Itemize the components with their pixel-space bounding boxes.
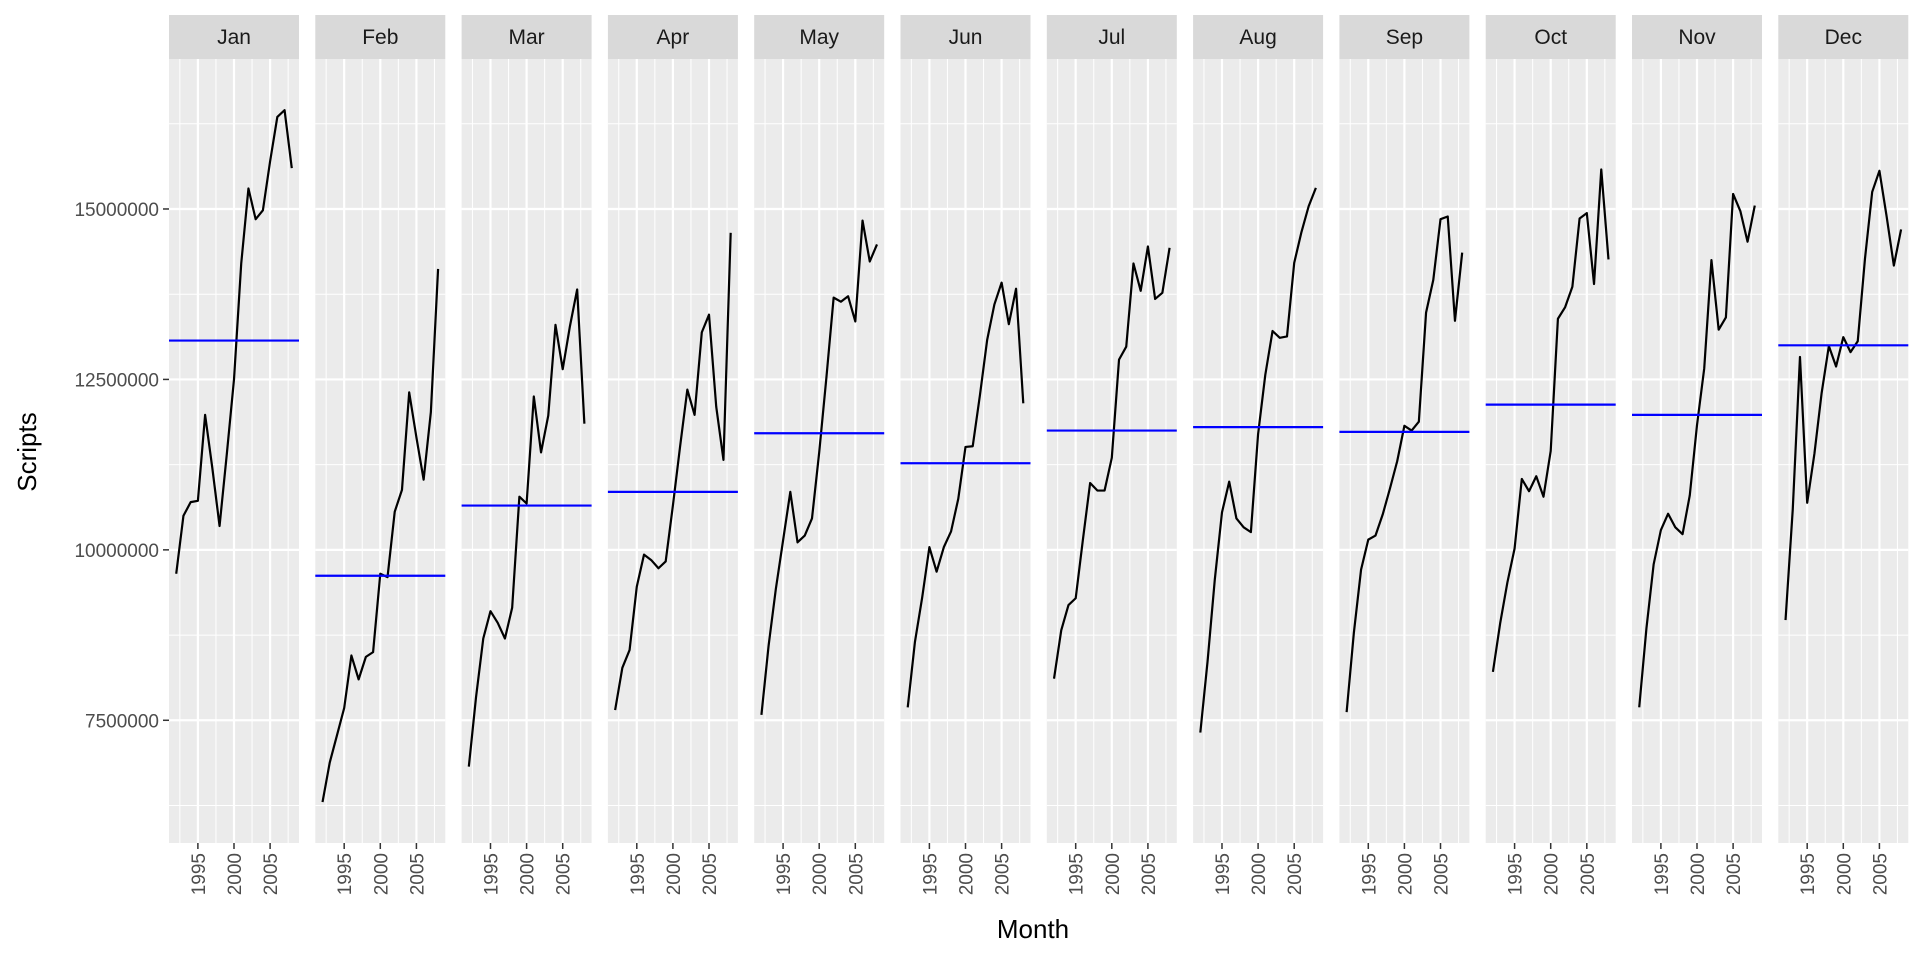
x-tick-label: 2000 — [664, 853, 685, 895]
y-tick-label: 15000000 — [74, 200, 159, 221]
strip-label: Dec — [1825, 26, 1862, 49]
series-line-mar — [467, 288, 586, 767]
y-axis: 7500000 10000000 12500000 15000000 — [74, 200, 169, 732]
y-tick-label: 12500000 — [74, 370, 159, 391]
strip-background — [1339, 15, 1470, 59]
x-tick-label: 2000 — [371, 853, 392, 895]
x-tick-label: 2000 — [225, 853, 246, 895]
strip-background — [1485, 15, 1616, 59]
strip-label: Apr — [657, 26, 690, 49]
strip-label: Nov — [1678, 26, 1716, 49]
facet-panel-sep: Sep 1995 2000 2005 — [1339, 15, 1470, 895]
x-tick-label: 1995 — [628, 853, 649, 895]
x-tick-label: 2005 — [1724, 853, 1745, 895]
series-line-aug — [1199, 187, 1317, 733]
y-axis-title: Scripts — [12, 412, 42, 491]
facet-panel-jul: Jul 1995 2000 2005 — [1046, 15, 1177, 895]
x-tick-label: 1995 — [335, 853, 356, 895]
x-tick-label: 2005 — [846, 853, 867, 895]
strip-background — [900, 15, 1031, 59]
strip-label: Aug — [1239, 26, 1276, 49]
strip-label: Jun — [949, 26, 983, 49]
series-line-jul — [1052, 245, 1171, 679]
x-tick-label: 2000 — [1249, 853, 1270, 895]
x-tick-label: 2000 — [1395, 853, 1416, 895]
x-tick-label: 2000 — [810, 853, 831, 895]
strip-background — [1632, 15, 1762, 59]
strip-label: Feb — [362, 26, 398, 49]
facet-panel-mar: Mar 1995 2000 2005 — [461, 15, 592, 895]
strip-background — [1778, 15, 1909, 59]
facet-panel-apr: Apr 1995 2000 2005 — [607, 15, 738, 895]
facet-panels: Jan 1995 2000 2005 Feb 1995 2000 2005 Mar 1995 200… — [169, 15, 1909, 895]
series-line-jun — [906, 281, 1025, 708]
series-line-feb — [321, 268, 440, 803]
x-tick-label: 2000 — [1834, 853, 1855, 895]
x-tick-label: 1995 — [481, 853, 502, 895]
facet-panel-nov: Nov 1995 2000 2005 — [1632, 15, 1762, 895]
x-tick-label: 2000 — [957, 853, 978, 895]
x-tick-label: 2005 — [700, 853, 721, 895]
x-tick-label: 2000 — [1103, 853, 1124, 895]
strip-label: Jul — [1098, 26, 1125, 49]
x-tick-label: 2005 — [993, 853, 1014, 895]
series-line-dec — [1784, 169, 1903, 621]
strip-background — [1046, 15, 1177, 59]
facet-panel-dec: Dec 1995 2000 2005 — [1778, 15, 1909, 895]
x-tick-label: 2005 — [1432, 853, 1453, 895]
x-tick-label: 2005 — [1139, 853, 1160, 895]
x-axis-title: Month — [997, 914, 1069, 944]
strip-label: Jan — [217, 26, 251, 49]
facet-panel-feb: Feb 1995 2000 2005 — [315, 15, 446, 895]
x-tick-label: 2000 — [1542, 853, 1563, 895]
y-tick-label: 7500000 — [85, 711, 159, 732]
x-tick-label: 2005 — [1870, 853, 1891, 895]
facet-panel-oct: Oct 1995 2000 2005 — [1485, 15, 1616, 895]
x-tick-label: 1995 — [1798, 853, 1819, 895]
series-line-jan — [175, 109, 293, 574]
x-tick-label: 1995 — [920, 853, 941, 895]
x-tick-label: 1995 — [1652, 853, 1673, 895]
strip-background — [1193, 15, 1324, 59]
x-tick-label: 1995 — [1213, 853, 1234, 895]
strip-label: Oct — [1534, 26, 1567, 49]
x-tick-label: 2000 — [1688, 853, 1709, 895]
strip-background — [607, 15, 738, 59]
strip-background — [169, 15, 299, 59]
x-tick-label: 2005 — [554, 853, 575, 895]
strip-background — [315, 15, 446, 59]
y-tick-label: 10000000 — [74, 541, 159, 562]
facet-panel-jan: Jan 1995 2000 2005 — [169, 15, 299, 895]
strip-label: Mar — [509, 26, 545, 49]
facet-panel-aug: Aug 1995 2000 2005 — [1193, 15, 1324, 895]
series-line-may — [760, 219, 878, 715]
strip-background — [461, 15, 592, 59]
series-line-nov — [1638, 192, 1756, 708]
x-tick-label: 2005 — [1578, 853, 1599, 895]
x-tick-label: 2005 — [261, 853, 282, 895]
strip-background — [754, 15, 885, 59]
strip-label: Sep — [1386, 26, 1423, 49]
x-tick-label: 1995 — [1067, 853, 1088, 895]
strip-label: May — [799, 26, 839, 49]
x-tick-label: 1995 — [774, 853, 795, 895]
series-line-apr — [614, 232, 732, 711]
x-tick-label: 1995 — [1359, 853, 1380, 895]
x-tick-label: 2005 — [1285, 853, 1306, 895]
series-line-oct — [1491, 168, 1610, 673]
series-line-sep — [1345, 215, 1464, 713]
facet-panel-may: May 1995 2000 2005 — [754, 15, 885, 895]
x-tick-label: 1995 — [189, 853, 210, 895]
x-tick-label: 2000 — [518, 853, 539, 895]
x-tick-label: 1995 — [1506, 853, 1527, 895]
x-tick-label: 2005 — [407, 853, 428, 895]
facet-panel-jun: Jun 1995 2000 2005 — [900, 15, 1031, 895]
